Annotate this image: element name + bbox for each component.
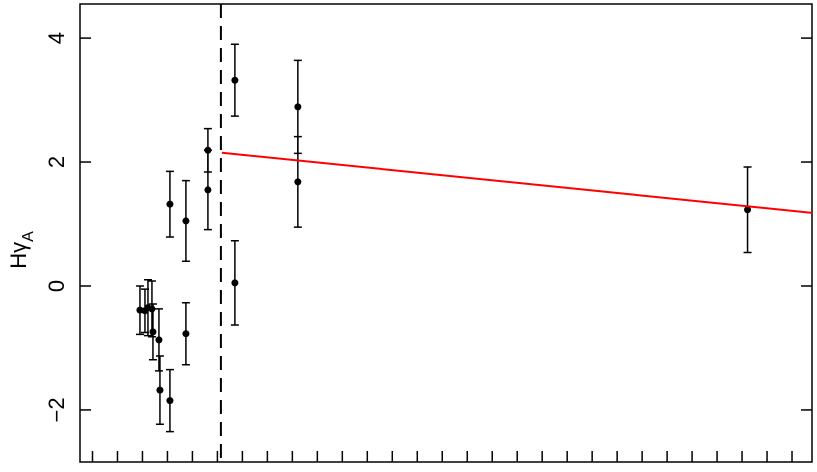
point [182, 330, 190, 338]
point [149, 328, 157, 336]
point [148, 305, 156, 313]
point [231, 76, 239, 84]
y-tick-label: 4 [44, 32, 69, 44]
y-label-subscript: A [20, 231, 37, 242]
point [155, 336, 163, 344]
point [166, 397, 174, 405]
point [156, 386, 164, 394]
plot-frame [79, 3, 813, 463]
y-tick-label: 2 [44, 156, 69, 168]
point [166, 200, 174, 208]
point [182, 217, 190, 225]
point [231, 279, 239, 287]
point [204, 186, 212, 194]
point [294, 103, 302, 111]
point [744, 206, 752, 214]
y-label-main: Hγ [6, 242, 31, 269]
y-tick-label: −2 [44, 397, 69, 422]
point [294, 178, 302, 186]
y-tick-label: 0 [44, 280, 69, 292]
y-axis-label: HγA [6, 231, 37, 269]
fit-line [221, 151, 813, 214]
